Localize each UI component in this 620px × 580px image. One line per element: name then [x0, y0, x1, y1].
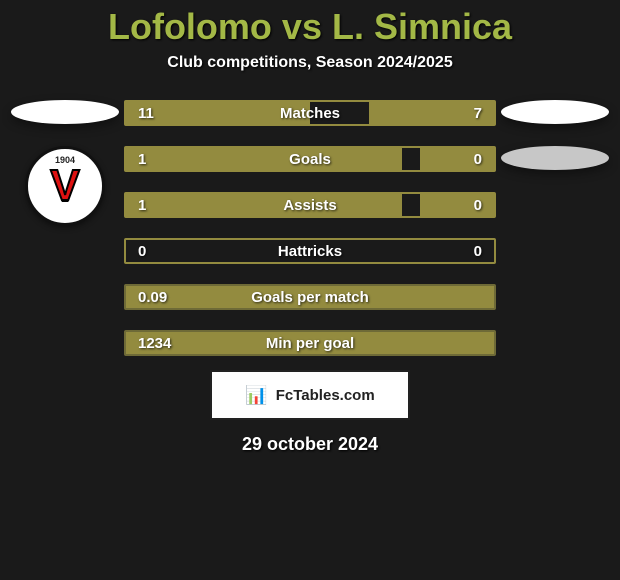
- stat-label: Hattricks: [278, 243, 342, 260]
- club-silhouette-right: [501, 146, 609, 170]
- player-silhouette-left: [11, 100, 119, 124]
- stat-value-left: 1: [138, 151, 146, 168]
- stat-row: 0.09 Goals per match: [124, 284, 496, 310]
- left-player-column: 1904 V: [10, 100, 120, 226]
- brand-footer[interactable]: 📊 FcTables.com: [210, 370, 410, 420]
- club-letter-icon: V: [50, 161, 79, 211]
- stat-value-right: 0: [474, 151, 482, 168]
- stat-value-left: 0: [138, 243, 146, 260]
- comparison-body: 1904 V 11 Matches 7 1 Goals 0 1 Assists 0 0 Hattri…: [0, 100, 620, 356]
- stat-value-left: 1234: [138, 335, 171, 352]
- stat-label: Matches: [280, 105, 340, 122]
- stat-value-left: 0.09: [138, 289, 167, 306]
- snapshot-date: 29 october 2024: [0, 434, 620, 455]
- stat-bar-right: [420, 194, 494, 216]
- club-year: 1904: [55, 155, 75, 165]
- stat-value-right: 7: [474, 105, 482, 122]
- chart-icon: 📊: [245, 385, 267, 406]
- stat-value-left: 11: [138, 105, 154, 122]
- stat-value-left: 1: [138, 197, 146, 214]
- stat-label: Goals: [289, 151, 331, 168]
- stat-row: 1 Assists 0: [124, 192, 496, 218]
- stat-label: Min per goal: [266, 335, 354, 352]
- brand-label: FcTables.com: [276, 387, 375, 404]
- stat-bar-left: [126, 194, 402, 216]
- stat-bar-right: [420, 148, 494, 170]
- stat-row: 11 Matches 7: [124, 100, 496, 126]
- stat-label: Goals per match: [251, 289, 369, 306]
- club-logo-left: 1904 V: [25, 146, 105, 226]
- stat-bar-left: [126, 148, 402, 170]
- stat-value-right: 0: [474, 243, 482, 260]
- comparison-subtitle: Club competitions, Season 2024/2025: [0, 54, 620, 72]
- stat-row: 1234 Min per goal: [124, 330, 496, 356]
- stat-row: 0 Hattricks 0: [124, 238, 496, 264]
- stat-row: 1 Goals 0: [124, 146, 496, 172]
- comparison-title: Lofolomo vs L. Simnica: [0, 0, 620, 48]
- player-silhouette-right: [501, 100, 609, 124]
- right-player-column: [500, 100, 610, 170]
- stat-value-right: 0: [474, 197, 482, 214]
- stat-label: Assists: [283, 197, 336, 214]
- stat-bars-container: 11 Matches 7 1 Goals 0 1 Assists 0 0 Hattricks 0 0.0…: [120, 100, 500, 356]
